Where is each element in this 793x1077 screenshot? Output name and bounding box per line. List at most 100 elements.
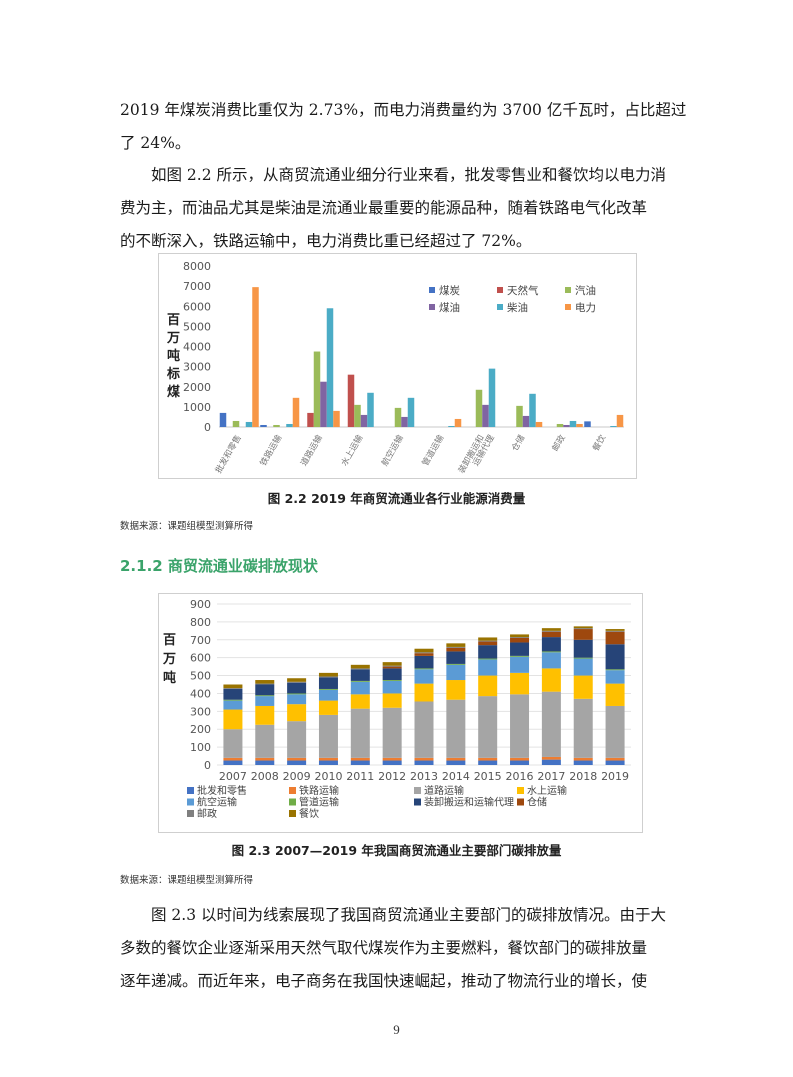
stacked-bar-segment (318, 760, 338, 765)
stacked-bar-segment (414, 648, 434, 653)
bar (407, 397, 415, 427)
stacked-bar-segment (414, 757, 434, 761)
legend-label: 铁路运输 (299, 784, 339, 797)
legend-swatch (517, 787, 524, 794)
stacked-bar-segment (478, 641, 498, 646)
x-tick-label: 2018 (569, 770, 597, 783)
stacked-bar-segment (414, 760, 434, 765)
stacked-bar-segment (510, 637, 530, 638)
bar (401, 416, 408, 427)
y-tick-label: 3000 (183, 361, 211, 374)
stacked-bar-segment (573, 639, 593, 658)
stacked-bar-segment (223, 709, 243, 730)
legend-label: 煤炭 (439, 284, 460, 297)
bar (610, 425, 617, 427)
stacked-bar-segment (350, 760, 370, 765)
y-axis-label-char: 万 (166, 331, 180, 346)
stacked-bar-segment (223, 688, 243, 689)
stacked-bar-segment (541, 691, 561, 757)
y-tick-label: 400 (190, 687, 211, 700)
bar (454, 418, 462, 427)
y-tick-label: 4000 (183, 341, 211, 354)
stacked-bar-segment (605, 630, 625, 632)
y-tick-label: 0 (204, 421, 211, 434)
stacked-bar-segment (573, 657, 593, 659)
legend-swatch (289, 787, 296, 794)
stacked-bar-segment (287, 760, 307, 765)
y-tick-label: 100 (190, 741, 211, 754)
stacked-bar-segment (382, 680, 402, 694)
stacked-bar-segment (605, 705, 625, 758)
y-tick-label: 6000 (183, 300, 211, 313)
bar (326, 308, 334, 427)
y-tick-label: 600 (190, 652, 211, 665)
legend-swatch (187, 787, 194, 794)
stacked-bar-segment (446, 663, 466, 665)
stacked-bar-segment (478, 675, 498, 697)
stacked-bar-segment (255, 683, 275, 685)
stacked-bar-segment (287, 678, 307, 682)
stacked-bar-segment (510, 655, 530, 657)
stacked-bar-segment (446, 760, 466, 765)
y-tick-label: 8000 (183, 260, 211, 273)
stacked-bar-segment (414, 653, 434, 656)
legend-label: 邮政 (197, 807, 217, 820)
stacked-bar-segment (541, 668, 561, 692)
x-tick-label: 道路运输 (298, 433, 325, 468)
legend-label: 煤油 (439, 301, 460, 314)
y-axis-label-char: 万 (162, 652, 176, 667)
y-tick-label: 200 (190, 723, 211, 736)
x-tick-label: 水上运输 (339, 433, 366, 468)
y-tick-label: 7000 (183, 280, 211, 293)
bar (529, 393, 536, 427)
legend-swatch (414, 787, 421, 794)
stacked-bar-segment (414, 701, 434, 758)
bar (584, 421, 591, 427)
legend-label: 航空运输 (197, 796, 237, 809)
stacked-bar-segment (318, 714, 338, 758)
stacked-bar-segment (541, 631, 561, 638)
stacked-bar-segment (318, 700, 338, 715)
y-axis-label-char: 吨 (163, 670, 176, 686)
legend-swatch (289, 798, 296, 806)
bar (219, 412, 227, 427)
stacked-bar-segment (318, 677, 338, 689)
stacked-bar-segment (605, 629, 625, 631)
carbon-emission-chart: 0 100 200 300 400 500 600 700 800 900 百万吨 2007 2008 2… (162, 598, 631, 820)
stacked-bar-segment (223, 684, 243, 689)
stacked-bar-segment (478, 640, 498, 642)
legend-label: 柴油 (507, 301, 528, 314)
fig22-paragraph: 如图 2.2 所示，从商贸流通业细分行业来看，批发零售业和餐饮均以电力消 费为主… (120, 159, 680, 258)
y-tick-label: 2000 (183, 381, 211, 394)
bar (367, 392, 374, 427)
stacked-bar-segment (446, 664, 466, 681)
y-tick-label: 1000 (183, 401, 211, 414)
stacked-bar-segment (382, 760, 402, 765)
y-axis-label-char: 标 (166, 366, 180, 382)
stacked-bar-segment (223, 699, 243, 701)
x-tick-label: 2010 (314, 770, 342, 783)
stacked-bar-segment (287, 682, 307, 694)
legend-label: 批发和零售 (197, 784, 247, 797)
legend-swatch (414, 798, 421, 806)
bar (252, 287, 259, 427)
stacked-bar-segment (255, 724, 275, 758)
stacked-bar-segment (605, 683, 625, 706)
y-axis-label-char: 吨 (167, 348, 180, 364)
bar (576, 423, 583, 427)
legend-swatch (187, 798, 194, 806)
stacked-bar-segment (255, 760, 275, 765)
bar (286, 423, 293, 427)
stacked-bar-segment (478, 645, 498, 659)
stacked-bar-segment (255, 680, 275, 684)
stacked-bar-segment (446, 646, 466, 648)
bar (360, 414, 368, 427)
stacked-bar-segment (223, 757, 243, 761)
stacked-bar-segment (414, 669, 434, 684)
stacked-bar-segment (510, 637, 530, 643)
legend-label: 餐饮 (299, 807, 319, 820)
stacked-bar-segment (446, 699, 466, 758)
stacked-bar-segment (414, 668, 434, 670)
legend-swatch (429, 287, 435, 293)
y-axis-label-char: 百 (163, 633, 176, 648)
